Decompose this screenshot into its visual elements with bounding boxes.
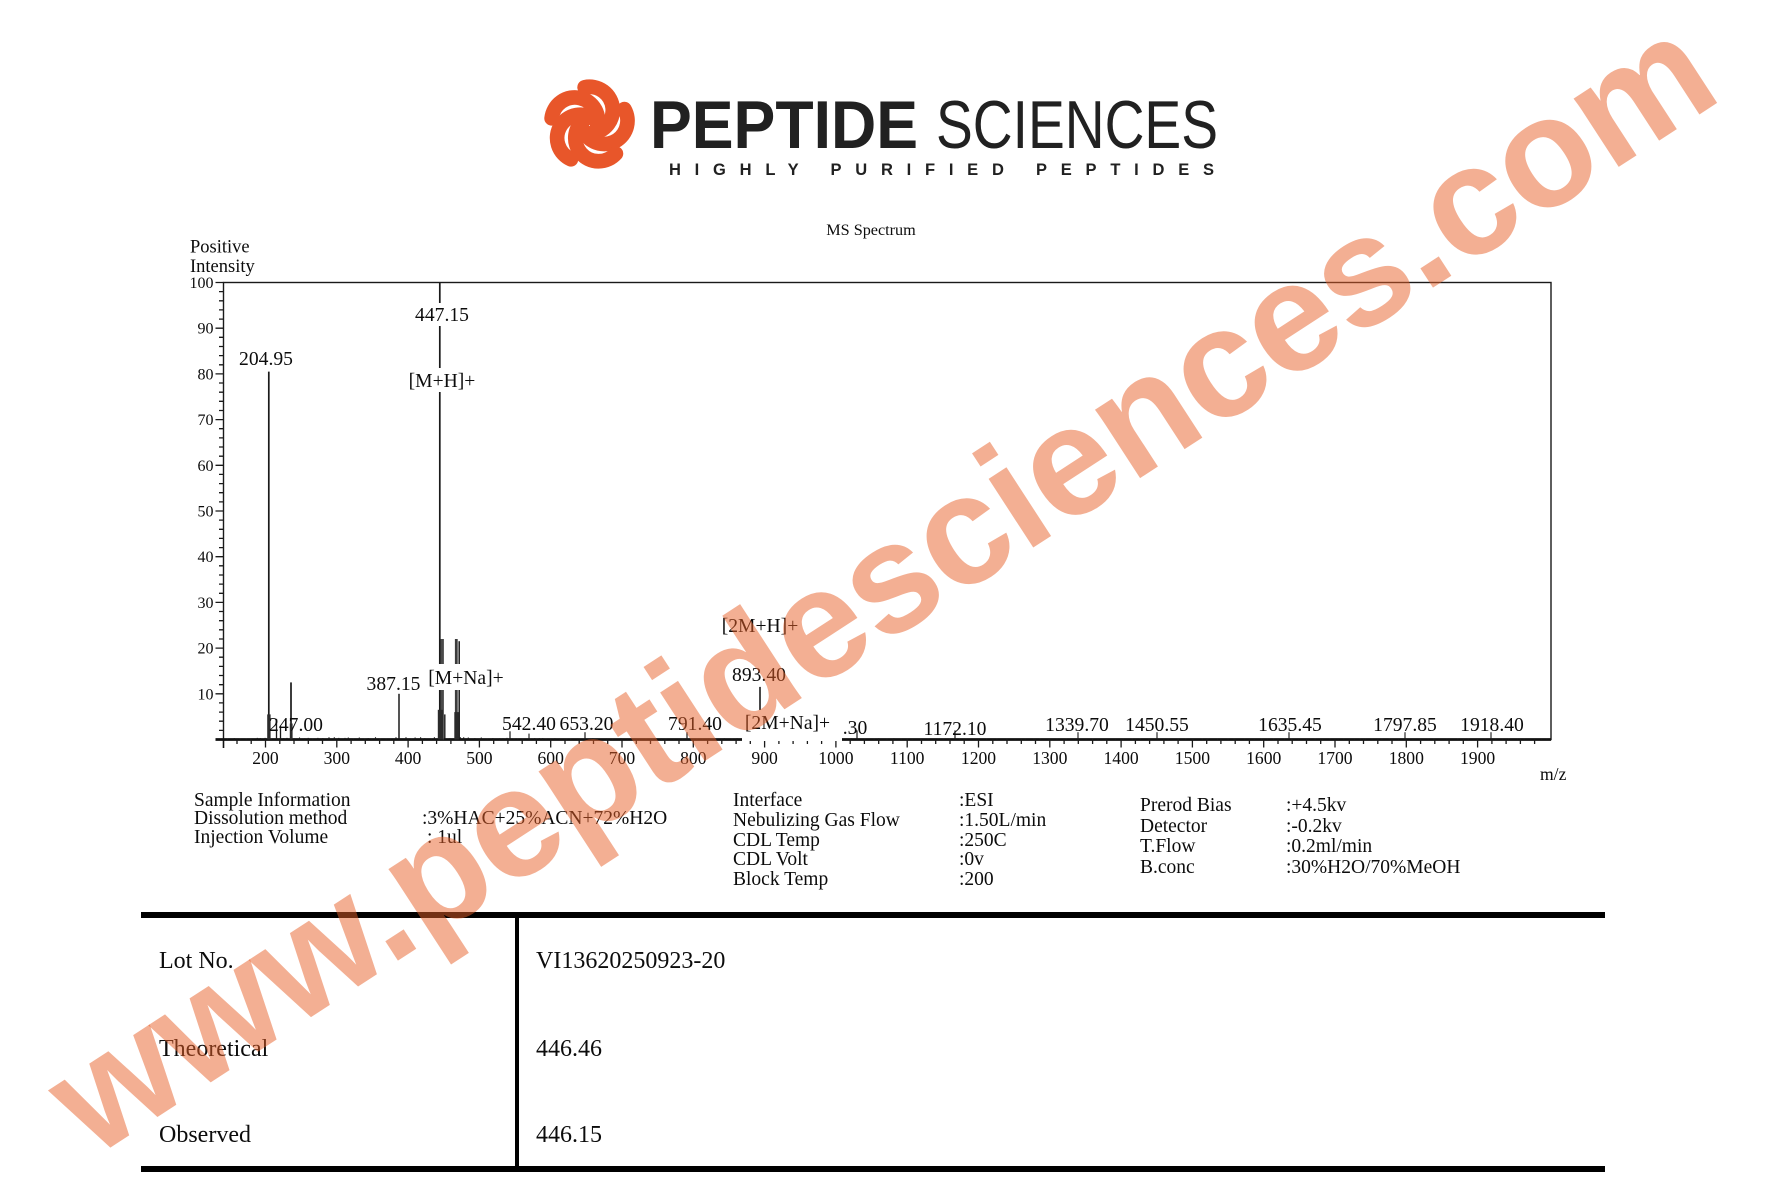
svg-text:1172.10: 1172.10 — [924, 719, 987, 740]
svg-text:Positive: Positive — [190, 238, 250, 258]
svg-text:Intensity: Intensity — [190, 257, 255, 277]
svg-text:MS Spectrum: MS Spectrum — [826, 221, 916, 239]
svg-text:70: 70 — [198, 412, 214, 429]
svg-text:[M+H]+: [M+H]+ — [409, 371, 476, 392]
svg-text:1800: 1800 — [1389, 748, 1424, 768]
svg-text:.30: .30 — [843, 718, 868, 739]
svg-text:200: 200 — [252, 748, 279, 768]
svg-text:1000: 1000 — [818, 748, 853, 768]
svg-text:204.95: 204.95 — [239, 349, 293, 370]
svg-text:10: 10 — [198, 686, 214, 703]
svg-text:50: 50 — [198, 504, 214, 521]
svg-text:20: 20 — [198, 641, 214, 658]
svg-text:[2M+Na]+: [2M+Na]+ — [745, 713, 830, 734]
svg-text:247.00: 247.00 — [269, 715, 323, 736]
svg-text:1500: 1500 — [1175, 748, 1210, 768]
svg-text:30: 30 — [198, 595, 214, 612]
svg-text:600: 600 — [538, 748, 565, 768]
svg-text:m/z: m/z — [1540, 764, 1567, 784]
svg-text:700: 700 — [609, 748, 636, 768]
svg-text:1635.45: 1635.45 — [1258, 715, 1322, 736]
svg-text:1700: 1700 — [1317, 748, 1352, 768]
svg-text:1200: 1200 — [961, 748, 996, 768]
svg-text:1918.40: 1918.40 — [1460, 715, 1524, 736]
svg-text:[M+Na]+: [M+Na]+ — [428, 668, 503, 689]
svg-text:90: 90 — [198, 321, 214, 338]
svg-text:1300: 1300 — [1032, 748, 1067, 768]
svg-text:PEPTIDE: PEPTIDE — [650, 87, 918, 163]
svg-text:[2M+H]+: [2M+H]+ — [722, 616, 799, 637]
svg-text:500: 500 — [466, 748, 493, 768]
svg-text:791.40: 791.40 — [668, 714, 722, 735]
svg-text:893.40: 893.40 — [732, 665, 786, 686]
svg-text:387.15: 387.15 — [367, 674, 421, 695]
svg-text:1339.70: 1339.70 — [1045, 715, 1109, 736]
svg-text:1400: 1400 — [1104, 748, 1139, 768]
svg-text:900: 900 — [751, 748, 778, 768]
svg-text:40: 40 — [198, 549, 214, 566]
svg-text:SCIENCES: SCIENCES — [936, 87, 1218, 163]
svg-text:1900: 1900 — [1460, 748, 1495, 768]
svg-text:1450.55: 1450.55 — [1125, 715, 1189, 736]
svg-text:800: 800 — [680, 748, 707, 768]
svg-text:60: 60 — [198, 458, 214, 475]
svg-text:542.40: 542.40 — [502, 714, 556, 735]
svg-text:80: 80 — [198, 366, 214, 383]
svg-text:1797.85: 1797.85 — [1373, 715, 1437, 736]
svg-text:1100: 1100 — [890, 748, 925, 768]
svg-text:447.15: 447.15 — [415, 305, 469, 326]
svg-text:400: 400 — [395, 748, 422, 768]
svg-text:1600: 1600 — [1246, 748, 1281, 768]
svg-text:300: 300 — [324, 748, 351, 768]
svg-text:653.20: 653.20 — [560, 714, 614, 735]
svg-text:100: 100 — [190, 275, 214, 292]
